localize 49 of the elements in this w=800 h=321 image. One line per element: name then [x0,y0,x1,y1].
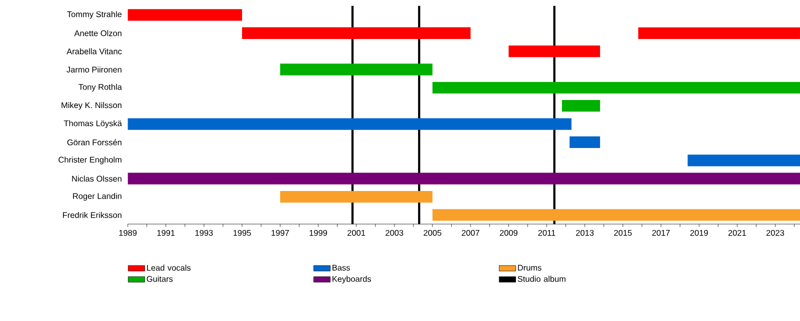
y-tick-label: Fredrik Eriksson [63,212,122,218]
x-tick-label: 2011 [538,230,556,236]
bar [280,63,432,76]
x-tick-label: 2005 [424,230,442,236]
x-tick-label: 2007 [462,230,480,236]
x-tick-label: 1993 [195,230,213,236]
y-tick-label: Arabella Vitanc [66,48,122,54]
y-tick-label: Thomas Löyskä [64,120,122,128]
bar [128,8,242,21]
legend-label: Keyboards [332,276,372,284]
x-tick-label: 1999 [310,230,328,236]
x-tick-label: 2021 [728,230,746,236]
bar [280,190,432,202]
y-tick-label: Göran Forssén [67,138,122,146]
bar [432,82,800,94]
bar [432,208,800,221]
x-tick-label: 1991 [157,230,175,236]
y-tick-label: Christer Engholm [58,156,122,164]
x-tick-label: 2001 [348,230,366,236]
bar [128,172,800,184]
x-tick-label: 1995 [234,230,251,236]
bar [570,136,600,148]
y-tick-label: Tommy Strahle [67,10,122,19]
y-tick-label: Anette Olzon [74,30,122,36]
legend-label: Lead vocals [147,264,191,271]
legend-label: Studio album [518,276,566,282]
legend-label: Guitars [146,276,173,282]
bar [242,27,471,39]
x-tick-label: 1989 [119,230,137,236]
x-tick-label: 2017 [652,230,670,236]
y-tick-label: Roger Landin [73,192,122,200]
y-tick-label: Jarmo Piironen [66,66,122,72]
legend-label: Drums [518,264,542,270]
x-tick-label: 2019 [690,230,708,236]
x-tick-label: 2009 [500,230,518,236]
y-tick-label: Niclas Olssen [72,175,122,182]
bar [128,118,572,130]
y-tick-label: Mikey K. Nilsson [62,102,122,110]
bar [688,154,800,166]
legend-label: Bass [332,264,350,270]
x-tick-label: 2015 [614,230,632,236]
bar [562,100,600,112]
bar [508,45,600,57]
y-tick-label: Tony Rothla [78,84,122,92]
x-tick-label: 2013 [576,230,594,236]
x-tick-label: 1997 [272,230,289,236]
x-tick-label: 2023 [766,230,784,236]
x-tick-label: 2003 [386,230,404,236]
bar [638,27,800,39]
